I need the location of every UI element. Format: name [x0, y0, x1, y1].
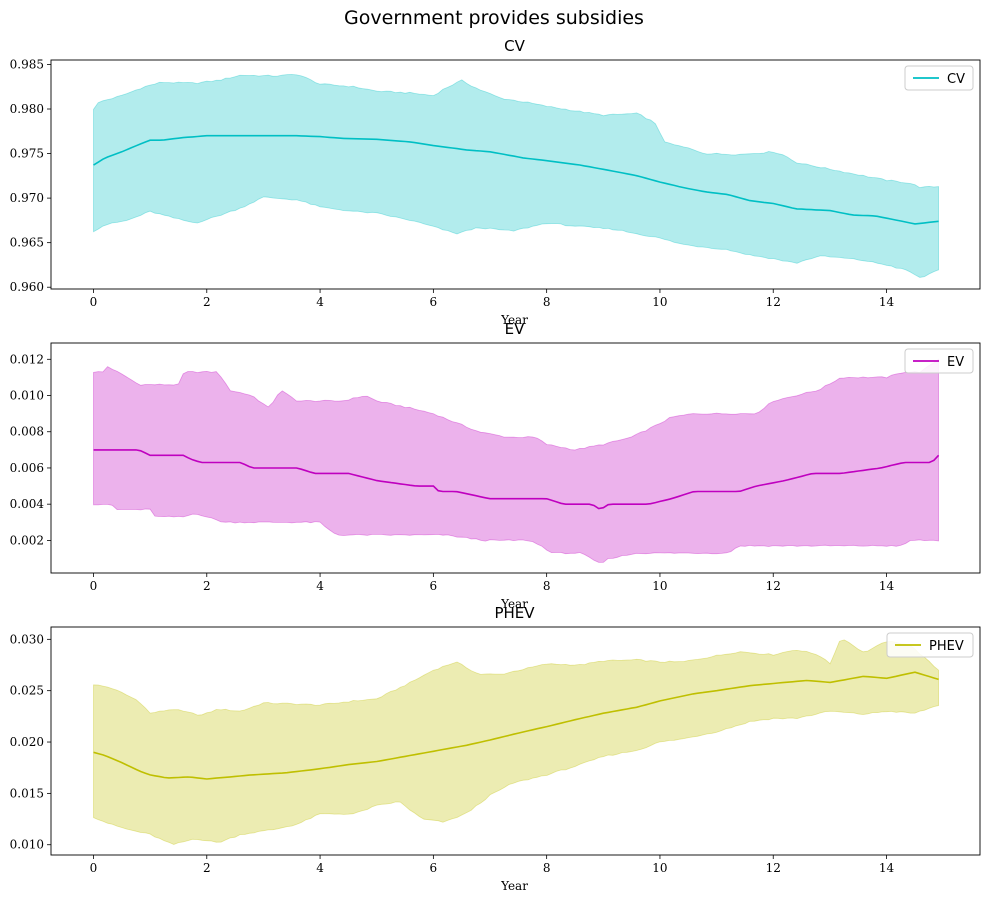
cv-x-axis-label: Year	[500, 313, 528, 327]
cv-confidence-band	[93, 74, 939, 278]
x-tick-label: 10	[652, 295, 667, 309]
y-tick-label: 0.008	[10, 425, 44, 439]
x-tick-label: 14	[879, 295, 895, 309]
subplot-ev: 0 2 4 6 8 10 12 14 0.002 0.004 0.006 0.008 0.010 0.01…	[10, 320, 981, 611]
x-tick-label: 4	[316, 579, 324, 593]
ev-mean-line	[93, 449, 940, 510]
ev-axes-frame	[50, 342, 981, 574]
subplot-phev: 0 2 4 6 8 10 12 14 0.010 0.015 0.020 0.025 0.030 PHEV…	[10, 604, 981, 893]
x-tick-label: 2	[203, 861, 211, 875]
cv-panel-title: CV	[504, 37, 525, 55]
x-tick-label: 4	[316, 861, 324, 875]
x-tick-label: 12	[766, 579, 781, 593]
phev-x-axis-label: Year	[500, 879, 528, 893]
x-tick-label: 10	[652, 579, 667, 593]
x-tick-label: 6	[430, 861, 438, 875]
x-tick-label: 12	[766, 295, 781, 309]
y-tick-label: 0.980	[10, 102, 44, 116]
y-tick-label: 0.006	[10, 461, 44, 475]
y-tick-label: 0.004	[10, 497, 45, 511]
x-tick-label: 8	[543, 295, 551, 309]
x-tick-label: 12	[766, 861, 781, 875]
y-tick-label: 0.970	[10, 191, 44, 205]
phev-mean-line	[93, 671, 939, 780]
x-tick-label: 6	[430, 579, 438, 593]
x-tick-label: 8	[543, 579, 551, 593]
y-tick-label: 0.010	[10, 389, 44, 403]
x-tick-label: 4	[316, 295, 324, 309]
x-tick-label: 0	[90, 861, 98, 875]
subplot-cv: 0 2 4 6 8 10 12 14 0.960 0.965 0.970 0.975 0.980 0.98…	[10, 37, 981, 327]
x-tick-label: 0	[90, 579, 98, 593]
y-tick-label: 0.002	[10, 533, 44, 547]
y-tick-label: 0.025	[10, 684, 44, 698]
y-tick-label: 0.965	[10, 236, 44, 250]
cv-legend: CV	[904, 65, 974, 91]
legend-label: EV	[947, 355, 964, 370]
y-tick-label: 0.010	[10, 838, 44, 852]
cv-axes-frame	[50, 59, 981, 290]
x-tick-label: 14	[879, 579, 895, 593]
x-tick-label: 10	[652, 861, 667, 875]
phev-panel-title: PHEV	[494, 604, 535, 622]
x-tick-label: 6	[430, 295, 438, 309]
y-tick-label: 0.015	[10, 786, 44, 800]
phev-axes-frame	[50, 626, 981, 856]
legend-label: PHEV	[929, 639, 964, 654]
y-tick-label: 0.975	[10, 147, 44, 161]
x-tick-label: 2	[203, 579, 211, 593]
x-tick-label: 8	[543, 861, 551, 875]
y-tick-label: 0.012	[10, 352, 44, 366]
x-tick-label: 14	[879, 861, 895, 875]
legend-label: CV	[947, 72, 965, 87]
x-tick-label: 2	[203, 295, 211, 309]
phev-legend: PHEV	[886, 632, 974, 658]
ev-confidence-band	[93, 358, 939, 563]
y-tick-label: 0.020	[10, 735, 44, 749]
cv-mean-line	[93, 134, 939, 225]
y-tick-label: 0.030	[10, 632, 44, 646]
ev-panel-title: EV	[505, 320, 525, 338]
ev-legend: EV	[904, 348, 974, 374]
figure-title: Government provides subsidies	[344, 7, 644, 29]
phev-confidence-band	[93, 639, 939, 845]
ev-x-axis-label: Year	[500, 597, 528, 611]
y-tick-label: 0.985	[10, 57, 44, 71]
y-tick-label: 0.960	[10, 280, 44, 294]
x-tick-label: 0	[90, 295, 98, 309]
